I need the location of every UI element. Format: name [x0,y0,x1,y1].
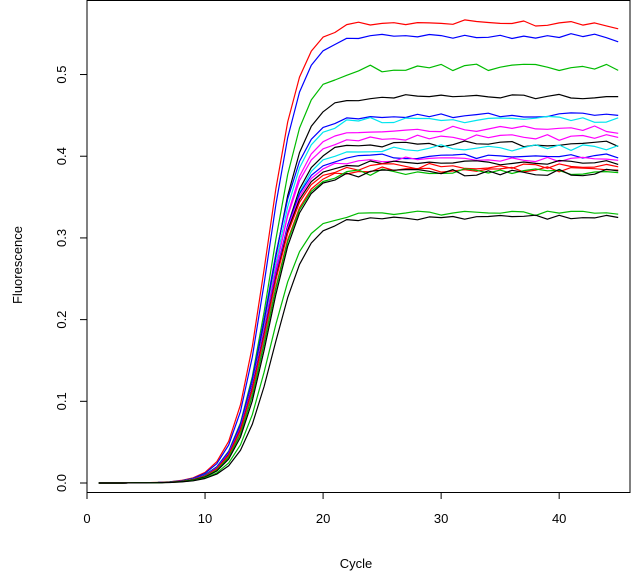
y-tick-label-5: 0.5 [54,65,69,83]
series-line-7 [98,125,619,484]
x-axis-title: Cycle [340,556,373,571]
series-line-3 [98,63,619,484]
x-axis: 0 10 20 30 40 [83,492,566,526]
y-tick-label-4: 0.4 [54,147,69,165]
series-line-13 [98,159,619,484]
y-axis: 0.0 0.1 0.2 0.3 0.4 0.5 [54,65,87,492]
series-line-10 [98,144,619,484]
x-tick-label-20: 20 [316,511,330,526]
series-line-19 [98,214,619,484]
y-tick-label-2: 0.2 [54,311,69,329]
y-tick-label-1: 0.1 [54,392,69,410]
series-line-8 [98,134,619,484]
y-tick-label-0: 0.0 [54,474,69,492]
series-group [98,19,619,484]
x-tick-label-40: 40 [552,511,566,526]
series-line-18 [98,210,619,484]
x-tick-label-0: 0 [83,511,90,526]
x-tick-label-10: 10 [198,511,212,526]
x-tick-label-30: 30 [434,511,448,526]
y-axis-title: Fluorescence [10,226,25,304]
series-line-12 [98,156,619,484]
series-line-1 [98,19,619,484]
y-tick-label-3: 0.3 [54,229,69,247]
plot-frame [86,0,631,493]
series-line-14 [98,162,619,484]
series-line-16 [98,168,619,484]
series-line-9 [98,140,619,484]
series-line-4 [98,93,619,484]
series-line-11 [98,153,619,484]
